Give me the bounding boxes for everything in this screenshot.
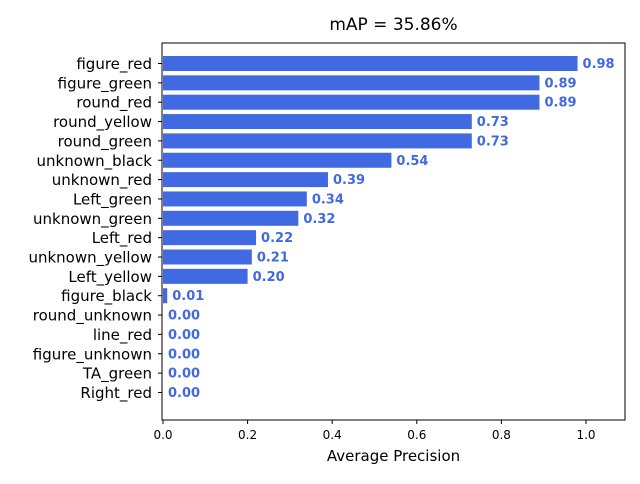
y-tick-label-Left_green: Left_green xyxy=(73,190,152,209)
bar-unknown_yellow xyxy=(163,249,252,265)
x-tick-label-0.4: 0.4 xyxy=(323,428,342,442)
y-tick-label-figure_green: figure_green xyxy=(58,74,152,93)
value-label-Left_red: 0.22 xyxy=(261,231,293,246)
y-tick-labels-group: figure_redfigure_greenround_redround_yel… xyxy=(28,55,162,403)
bar-unknown_black xyxy=(163,152,392,168)
value-label-Left_green: 0.34 xyxy=(312,192,344,207)
y-tick-label-round_unknown: round_unknown xyxy=(33,307,152,326)
value-label-unknown_red: 0.39 xyxy=(333,173,365,188)
value-label-round_unknown: 0.00 xyxy=(168,309,200,324)
bar-figure_red xyxy=(163,56,578,71)
y-tick-label-unknown_yellow: unknown_yellow xyxy=(28,249,152,268)
value-label-Left_yellow: 0.20 xyxy=(253,270,285,285)
value-label-unknown_yellow: 0.21 xyxy=(257,251,289,266)
x-axis-label: Average Precision xyxy=(327,447,460,465)
bar-unknown_red xyxy=(163,172,328,188)
value-labels-group: 0.98 0.89 0.89 0.73 0.73 0.54 0.39 0.34 0.32 0.22… xyxy=(168,57,615,401)
y-tick-label-round_red: round_red xyxy=(76,94,152,113)
value-label-round_yellow: 0.73 xyxy=(477,115,509,130)
y-tick-label-figure_red: figure_red xyxy=(76,55,152,74)
bars-group xyxy=(163,56,578,304)
value-label-unknown_green: 0.32 xyxy=(303,212,335,227)
value-label-figure_unknown: 0.00 xyxy=(168,347,200,362)
x-tick-label-0.0: 0.0 xyxy=(153,428,172,442)
y-tick-label-unknown_black: unknown_black xyxy=(37,152,153,171)
x-tick-label-1.0: 1.0 xyxy=(576,428,595,442)
bar-round_green xyxy=(163,133,472,149)
x-ticks-group: 0.0 0.2 0.4 0.6 0.8 1.0 xyxy=(153,420,596,442)
value-label-round_red: 0.89 xyxy=(544,96,576,111)
x-tick-label-0.2: 0.2 xyxy=(238,428,257,442)
value-label-figure_green: 0.89 xyxy=(544,76,576,91)
bar-round_yellow xyxy=(163,114,472,130)
plot-frame xyxy=(161,42,626,421)
value-label-figure_red: 0.98 xyxy=(583,57,615,72)
y-tick-label-TA_green: TA_green xyxy=(82,365,152,384)
value-label-Right_red: 0.00 xyxy=(168,386,200,401)
bar-Left_green xyxy=(163,191,307,207)
bar-figure_green xyxy=(163,75,540,91)
y-tick-label-Left_red: Left_red xyxy=(92,229,152,248)
y-tick-label-round_yellow: round_yellow xyxy=(53,113,152,132)
bar-round_red xyxy=(163,94,540,110)
bar-figure_black xyxy=(163,288,168,304)
bar-Left_red xyxy=(163,230,257,246)
value-label-unknown_black: 0.54 xyxy=(396,154,428,169)
bar-Left_yellow xyxy=(163,268,248,284)
y-tick-label-Right_red: Right_red xyxy=(80,384,152,403)
y-tick-label-unknown_green: unknown_green xyxy=(33,210,152,229)
chart-title: mAP = 35.86% xyxy=(329,15,457,35)
x-tick-label-0.6: 0.6 xyxy=(407,428,426,442)
y-tick-label-line_red: line_red xyxy=(93,326,152,345)
value-label-TA_green: 0.00 xyxy=(168,367,200,382)
value-label-line_red: 0.00 xyxy=(168,328,200,343)
x-tick-label-0.8: 0.8 xyxy=(492,428,511,442)
y-tick-label-Left_yellow: Left_yellow xyxy=(68,268,152,287)
y-tick-label-round_green: round_green xyxy=(58,132,152,151)
value-label-round_green: 0.73 xyxy=(477,134,509,149)
y-tick-label-figure_black: figure_black xyxy=(61,287,152,306)
y-tick-label-unknown_red: unknown_red xyxy=(52,171,152,190)
y-tick-label-figure_unknown: figure_unknown xyxy=(33,345,152,364)
value-label-figure_black: 0.01 xyxy=(172,289,204,304)
bar-unknown_green xyxy=(163,210,299,226)
